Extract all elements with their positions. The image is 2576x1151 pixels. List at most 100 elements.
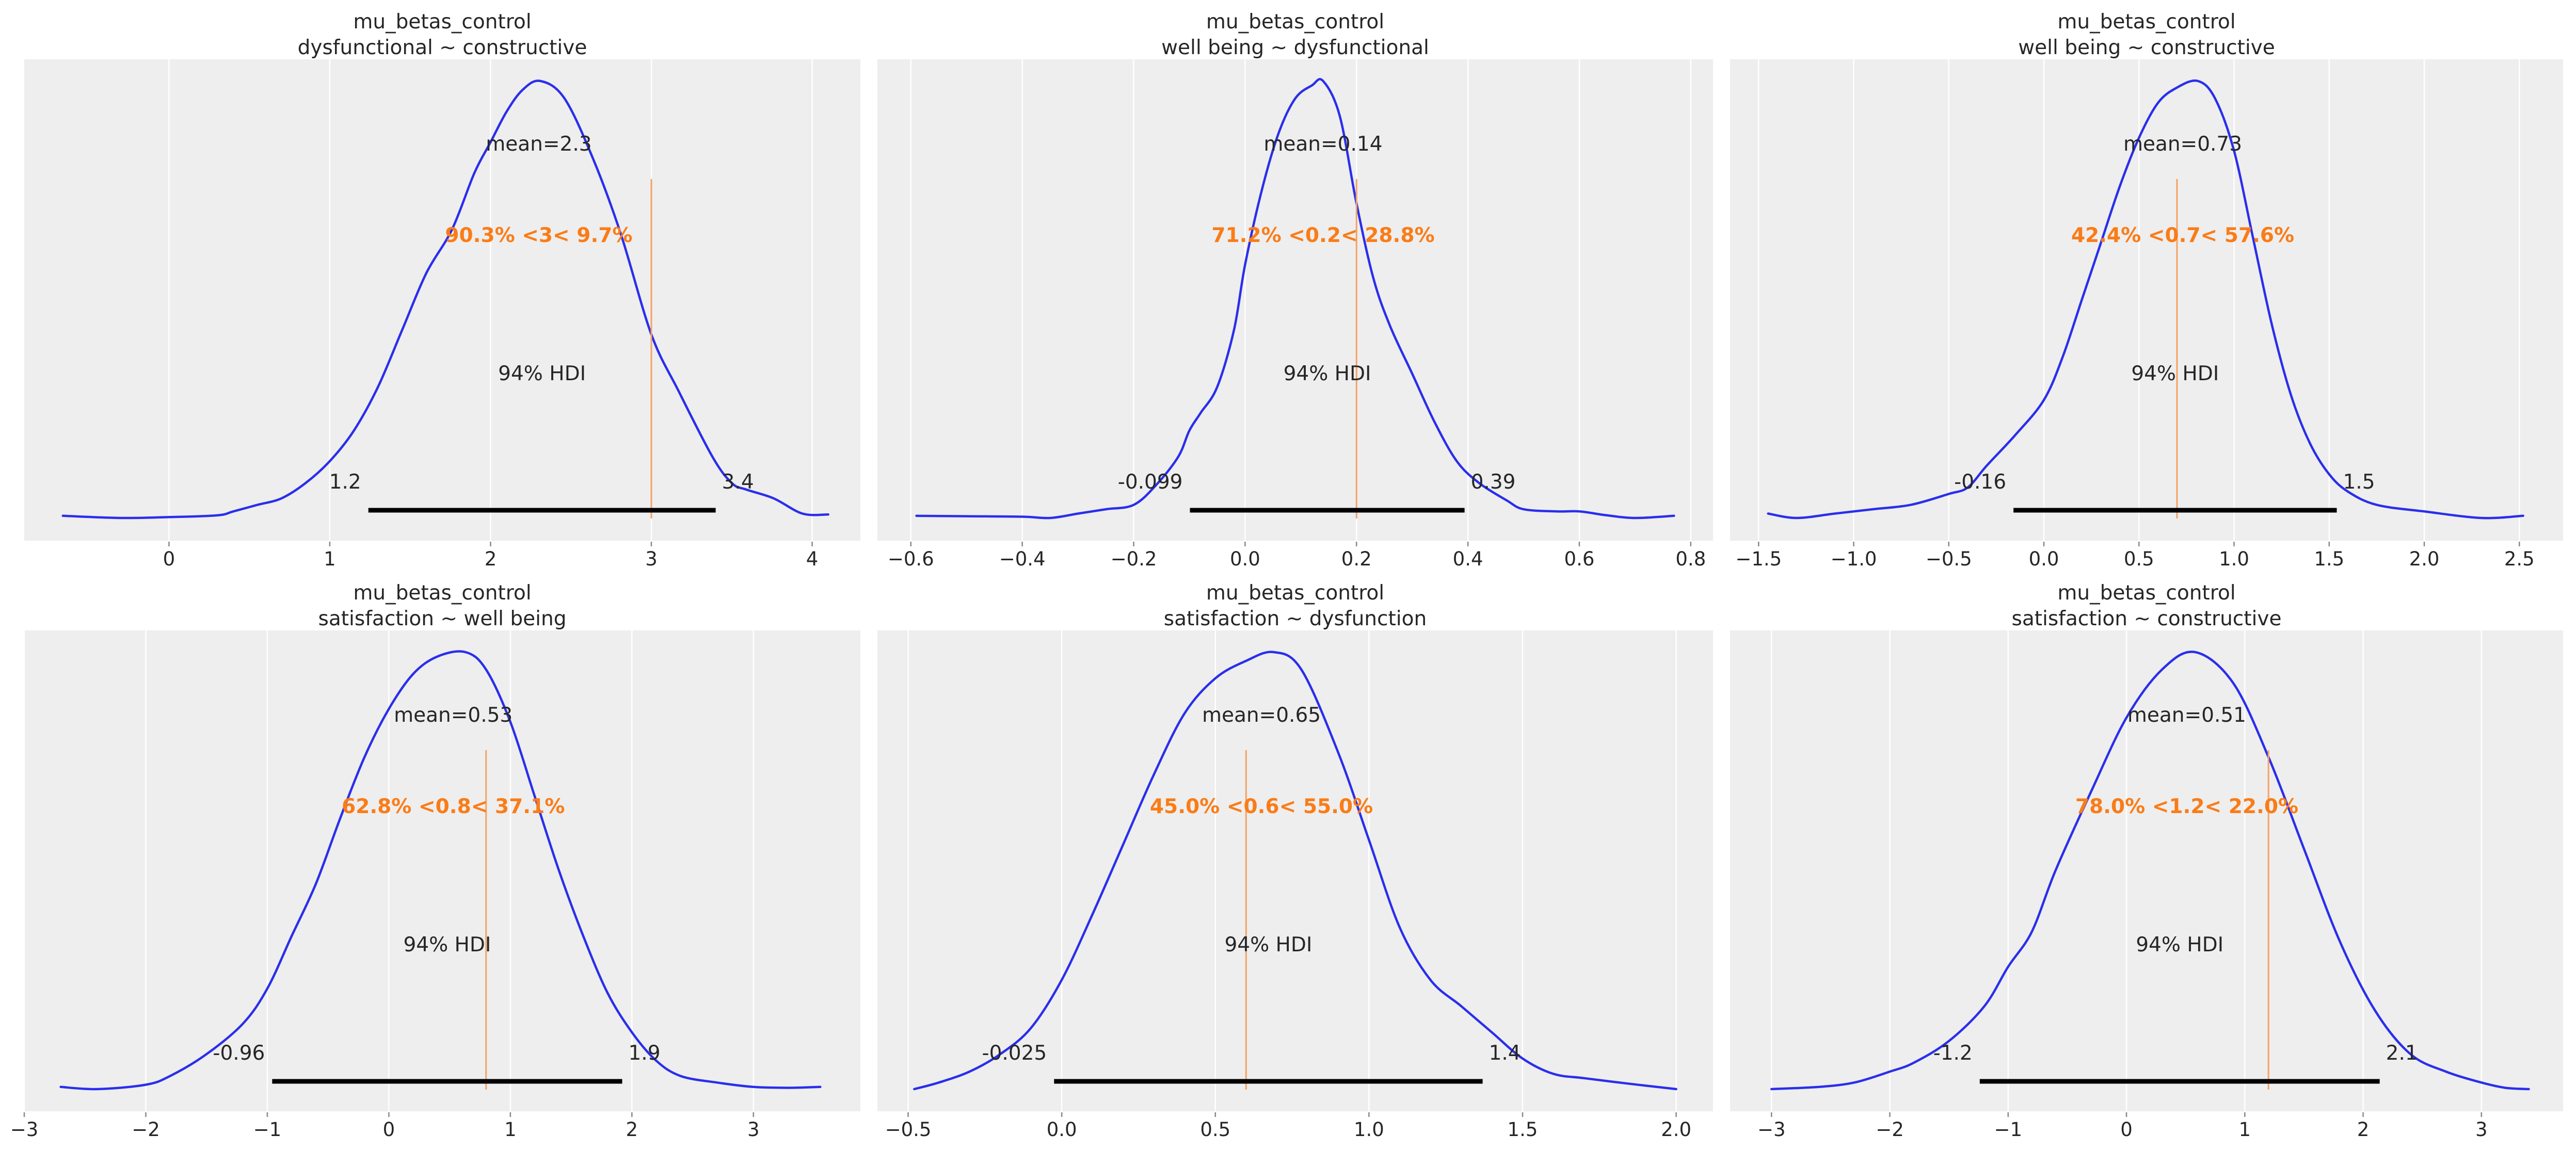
hdi-upper-label: 2.1 bbox=[2386, 1042, 2418, 1065]
x-tick-label: 0.0 bbox=[2029, 548, 2059, 570]
hdi-label: 94% HDI bbox=[2131, 362, 2219, 385]
plot-subtitle: satisfaction ~ well being bbox=[318, 607, 567, 630]
plot-subtitle: well being ~ dysfunctional bbox=[1161, 36, 1429, 59]
hdi-lower-label: -0.025 bbox=[982, 1042, 1047, 1065]
hdi-upper-label: 1.4 bbox=[1489, 1042, 1521, 1065]
plot-title: mu_betas_control bbox=[353, 581, 531, 605]
x-tick-label: 1 bbox=[504, 1118, 517, 1141]
x-tick-label: 0.2 bbox=[1341, 548, 1372, 570]
x-tick-label: 1 bbox=[324, 548, 336, 570]
plot-area bbox=[24, 630, 860, 1111]
x-tick-label: 0.6 bbox=[1564, 548, 1595, 570]
x-tick-label: −0.2 bbox=[1111, 548, 1157, 570]
x-tick-label: 2 bbox=[626, 1118, 638, 1141]
x-tick-label: 3 bbox=[2475, 1118, 2488, 1141]
kde-curve bbox=[1770, 651, 2530, 1091]
x-tick-label: 1 bbox=[2239, 1118, 2251, 1141]
hdi-lower-label: 1.2 bbox=[329, 471, 361, 494]
plot-area bbox=[1730, 59, 2563, 541]
plot-title: mu_betas_control bbox=[1206, 10, 1384, 34]
x-tick-label: 0.0 bbox=[1230, 548, 1260, 570]
x-tick-label: 2 bbox=[2357, 1118, 2370, 1141]
x-tick-label: −0.4 bbox=[999, 548, 1046, 570]
reference-label: 45.0% <0.6< 55.0% bbox=[1150, 795, 1373, 818]
x-tick-label: 1.0 bbox=[2219, 548, 2249, 570]
x-tick-label: 0 bbox=[383, 1118, 395, 1141]
hdi-upper-label: 3.4 bbox=[722, 471, 754, 494]
x-tick-label: 2.5 bbox=[2504, 548, 2535, 570]
x-tick-label: −3 bbox=[10, 1118, 39, 1141]
mean-label: mean=0.53 bbox=[394, 704, 513, 727]
x-tick-label: 0.4 bbox=[1453, 548, 1483, 570]
mean-label: mean=0.51 bbox=[2127, 704, 2246, 727]
hdi-label: 94% HDI bbox=[1224, 933, 1312, 957]
x-tick-label: −0.5 bbox=[1926, 548, 1972, 570]
reference-label: 71.2% <0.2< 28.8% bbox=[1211, 224, 1434, 247]
x-tick-label: 1.5 bbox=[1508, 1118, 1538, 1141]
x-tick-label: −0.6 bbox=[888, 548, 934, 570]
plot-subtitle: satisfaction ~ dysfunction bbox=[1164, 607, 1427, 630]
plot-title: mu_betas_control bbox=[2057, 581, 2235, 605]
kde-curve bbox=[1767, 79, 2524, 520]
mean-label: mean=0.73 bbox=[2123, 133, 2242, 156]
mean-label: mean=0.14 bbox=[1263, 133, 1382, 156]
plot-area bbox=[24, 59, 860, 541]
kde-curve bbox=[913, 651, 1677, 1091]
reference-label: 78.0% <1.2< 22.0% bbox=[2075, 795, 2298, 818]
x-tick-label: −2 bbox=[132, 1118, 160, 1141]
reference-label: 62.8% <0.8< 37.1% bbox=[342, 795, 565, 818]
hdi-upper-label: 0.39 bbox=[1471, 471, 1516, 494]
x-tick-label: 2.0 bbox=[1661, 1118, 1691, 1141]
hdi-lower-label: -0.099 bbox=[1118, 471, 1183, 494]
x-tick-label: −1.0 bbox=[1831, 548, 1877, 570]
hdi-label: 94% HDI bbox=[403, 933, 491, 957]
hdi-upper-label: 1.9 bbox=[628, 1042, 660, 1065]
plot-area bbox=[877, 59, 1713, 541]
x-tick-label: 3 bbox=[747, 1118, 760, 1141]
kde-curve bbox=[61, 79, 829, 520]
plot-title: mu_betas_control bbox=[2057, 10, 2235, 34]
hdi-label: 94% HDI bbox=[2136, 933, 2223, 957]
plot-subtitle: dysfunctional ~ constructive bbox=[298, 36, 587, 59]
reference-label: 90.3% <3< 9.7% bbox=[445, 224, 632, 247]
x-tick-label: −2 bbox=[1876, 1118, 1904, 1141]
hdi-lower-label: -0.16 bbox=[1954, 471, 2006, 494]
x-tick-label: −1.5 bbox=[1735, 548, 1782, 570]
mean-label: mean=0.65 bbox=[1202, 704, 1321, 727]
kde-curve bbox=[915, 78, 1675, 520]
x-tick-label: −1 bbox=[253, 1118, 282, 1141]
hdi-label: 94% HDI bbox=[1284, 362, 1371, 385]
x-tick-label: 1.0 bbox=[1354, 1118, 1384, 1141]
hdi-lower-label: -1.2 bbox=[1933, 1042, 1973, 1065]
plot-area bbox=[1730, 630, 2563, 1111]
x-tick-label: 0.5 bbox=[2124, 548, 2154, 570]
reference-label: 42.4% <0.7< 57.6% bbox=[2071, 224, 2294, 247]
x-tick-label: 2 bbox=[485, 548, 497, 570]
x-tick-label: 1.5 bbox=[2314, 548, 2344, 570]
x-tick-label: −3 bbox=[1757, 1118, 1786, 1141]
x-tick-label: 4 bbox=[806, 548, 819, 570]
hdi-lower-label: -0.96 bbox=[213, 1042, 265, 1065]
plot-subtitle: satisfaction ~ constructive bbox=[2012, 607, 2282, 630]
x-tick-label: 0.0 bbox=[1047, 1118, 1077, 1141]
mean-label: mean=2.3 bbox=[486, 133, 591, 156]
x-tick-label: −1 bbox=[1994, 1118, 2022, 1141]
hdi-label: 94% HDI bbox=[498, 362, 586, 385]
x-tick-label: 0 bbox=[2120, 1118, 2133, 1141]
x-tick-label: 2.0 bbox=[2409, 548, 2440, 570]
plot-title: mu_betas_control bbox=[353, 10, 531, 34]
hdi-upper-label: 1.5 bbox=[2343, 471, 2375, 494]
x-tick-label: 3 bbox=[645, 548, 658, 570]
x-tick-label: 0.8 bbox=[1675, 548, 1706, 570]
plot-subtitle: well being ~ constructive bbox=[2018, 36, 2275, 59]
plot-title: mu_betas_control bbox=[1206, 581, 1384, 605]
x-tick-label: 0 bbox=[163, 548, 175, 570]
plot-area bbox=[877, 630, 1713, 1111]
